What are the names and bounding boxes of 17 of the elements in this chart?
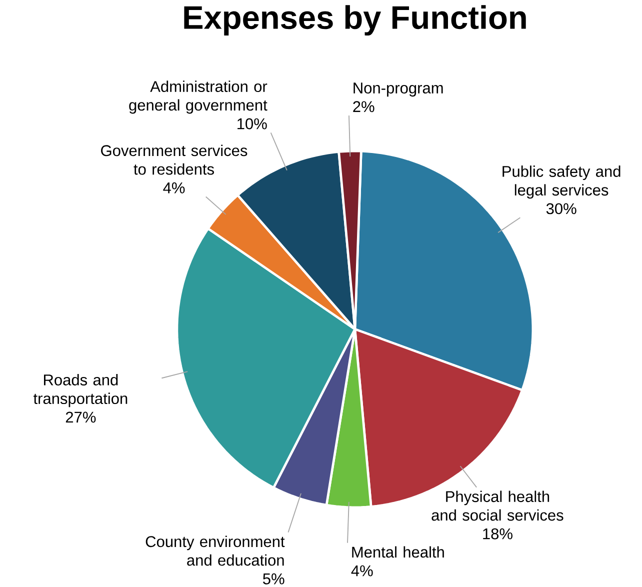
slice-label: Administration or general government bbox=[129, 80, 268, 114]
data-label: 30% bbox=[546, 202, 576, 214]
slice-label: Non-program bbox=[354, 82, 443, 96]
data-label: 18% bbox=[483, 528, 512, 540]
data-label: 5% bbox=[263, 573, 284, 584]
slice-label: Roads and transportation bbox=[33, 374, 128, 407]
slice-label: Mental health bbox=[352, 546, 444, 558]
slice-label: County environment and education bbox=[146, 535, 285, 566]
slice-label: Government services to residents bbox=[101, 144, 248, 175]
data-label: 2% bbox=[353, 100, 374, 112]
data-label: 4% bbox=[351, 565, 373, 576]
slice-label: Public safety and legal services bbox=[502, 165, 620, 198]
data-label: 4% bbox=[163, 182, 185, 194]
data-label: 27% bbox=[66, 411, 96, 422]
slice-label: Physical health and social services bbox=[432, 490, 564, 520]
data-label: 10% bbox=[238, 118, 267, 130]
chart-title: Expenses by Function bbox=[184, 4, 526, 36]
